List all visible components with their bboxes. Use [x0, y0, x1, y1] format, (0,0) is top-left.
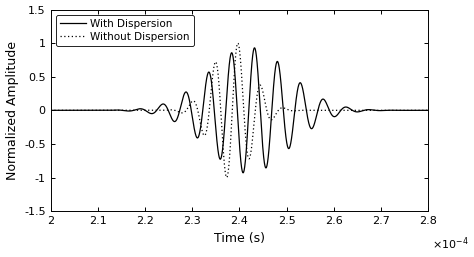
Without Dispersion [235, 42, 241, 45]
X-axis label: Time (s): Time (s) [214, 232, 265, 244]
Without Dispersion [405, 109, 411, 112]
Legend: With Dispersion, Without Dispersion: With Dispersion, Without Dispersion [56, 15, 194, 46]
Line: Without Dispersion: Without Dispersion [51, 43, 428, 178]
With Dispersion [425, 109, 431, 112]
Text: $\times10^{-4}$: $\times10^{-4}$ [432, 235, 468, 252]
Without Dispersion [425, 109, 431, 112]
With Dispersion [240, 171, 246, 174]
With Dispersion [64, 109, 69, 112]
Without Dispersion [224, 176, 229, 179]
Without Dispersion [122, 109, 128, 112]
With Dispersion [232, 76, 238, 79]
With Dispersion [252, 46, 257, 49]
With Dispersion [405, 109, 411, 112]
With Dispersion [70, 109, 76, 112]
With Dispersion [49, 109, 55, 112]
Line: With Dispersion: With Dispersion [51, 48, 428, 173]
Without Dispersion [49, 109, 55, 112]
Y-axis label: Normalized Amplitude: Normalized Amplitude [6, 41, 18, 180]
With Dispersion [122, 109, 128, 112]
Without Dispersion [64, 109, 69, 112]
Without Dispersion [70, 109, 76, 112]
Without Dispersion [48, 109, 54, 112]
With Dispersion [48, 109, 54, 112]
Without Dispersion [232, 59, 238, 62]
